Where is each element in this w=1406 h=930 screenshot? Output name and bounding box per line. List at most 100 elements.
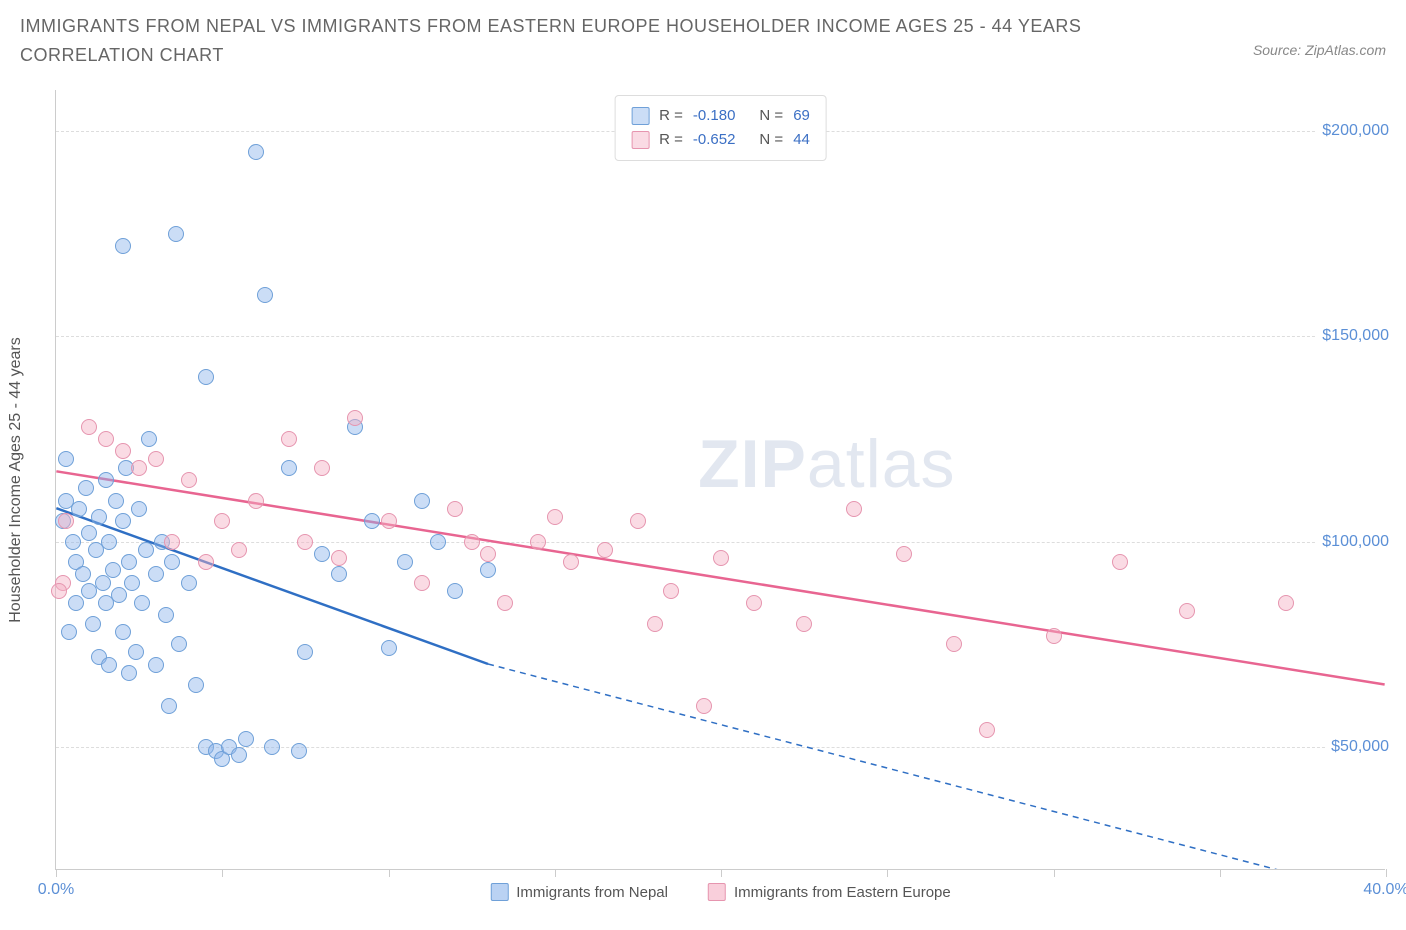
stat-r-label: R = xyxy=(659,128,683,152)
data-point xyxy=(61,624,77,640)
data-point xyxy=(547,509,563,525)
data-point xyxy=(188,677,204,693)
scatter-chart: Householder Income Ages 25 - 44 years $5… xyxy=(55,90,1385,870)
y-tick-label: $50,000 xyxy=(1325,738,1395,756)
x-tick xyxy=(721,869,722,877)
data-point xyxy=(71,501,87,517)
x-tick xyxy=(222,869,223,877)
data-point xyxy=(141,431,157,447)
stat-n-value: 69 xyxy=(793,104,810,128)
data-point xyxy=(281,460,297,476)
legend-swatch-icon xyxy=(631,107,649,125)
data-point xyxy=(331,550,347,566)
data-point xyxy=(314,460,330,476)
stat-n-label: N = xyxy=(759,128,783,152)
data-point xyxy=(98,472,114,488)
data-point xyxy=(364,513,380,529)
data-point xyxy=(161,698,177,714)
data-point xyxy=(51,583,67,599)
data-point xyxy=(168,226,184,242)
data-point xyxy=(101,657,117,673)
data-point xyxy=(181,575,197,591)
data-point xyxy=(946,636,962,652)
chart-title: IMMIGRANTS FROM NEPAL VS IMMIGRANTS FROM… xyxy=(20,12,1120,70)
data-point xyxy=(115,238,131,254)
data-point xyxy=(896,546,912,562)
watermark: ZIPatlas xyxy=(698,425,955,503)
data-point xyxy=(238,731,254,747)
data-point xyxy=(148,566,164,582)
data-point xyxy=(331,566,347,582)
data-point xyxy=(148,657,164,673)
data-point xyxy=(138,542,154,558)
data-point xyxy=(414,575,430,591)
legend-swatch-icon xyxy=(708,883,726,901)
data-point xyxy=(121,665,137,681)
data-point xyxy=(198,369,214,385)
data-point xyxy=(1278,595,1294,611)
data-point xyxy=(198,554,214,570)
data-point xyxy=(447,501,463,517)
data-point xyxy=(563,554,579,570)
data-point xyxy=(65,534,81,550)
x-tick xyxy=(56,869,57,877)
stat-n-label: N = xyxy=(759,104,783,128)
x-tick xyxy=(1386,869,1387,877)
data-point xyxy=(68,595,84,611)
data-point xyxy=(231,542,247,558)
legend-item: Immigrants from Eastern Europe xyxy=(708,883,951,901)
data-point xyxy=(248,144,264,160)
data-point xyxy=(464,534,480,550)
data-point xyxy=(105,562,121,578)
data-point xyxy=(297,644,313,660)
data-point xyxy=(111,587,127,603)
data-point xyxy=(115,624,131,640)
data-point xyxy=(128,644,144,660)
data-point xyxy=(480,546,496,562)
data-point xyxy=(381,640,397,656)
data-point xyxy=(98,431,114,447)
data-point xyxy=(91,509,107,525)
data-point xyxy=(381,513,397,529)
source-attribution: Source: ZipAtlas.com xyxy=(1253,42,1386,58)
stat-r-value: -0.652 xyxy=(693,128,736,152)
stat-n-value: 44 xyxy=(793,128,810,152)
y-tick-label: $150,000 xyxy=(1316,327,1395,345)
data-point xyxy=(181,472,197,488)
data-point xyxy=(663,583,679,599)
trend-lines xyxy=(56,90,1385,869)
data-point xyxy=(630,513,646,529)
legend-item: Immigrants from Nepal xyxy=(490,883,668,901)
stat-r-value: -0.180 xyxy=(693,104,736,128)
gridline xyxy=(56,336,1385,337)
data-point xyxy=(131,501,147,517)
y-tick-label: $100,000 xyxy=(1316,533,1395,551)
data-point xyxy=(497,595,513,611)
data-point xyxy=(158,607,174,623)
legend-label: Immigrants from Nepal xyxy=(516,884,668,901)
data-point xyxy=(430,534,446,550)
y-axis-title: Householder Income Ages 25 - 44 years xyxy=(7,337,25,623)
data-point xyxy=(647,616,663,632)
data-point xyxy=(171,636,187,652)
data-point xyxy=(164,554,180,570)
data-point xyxy=(530,534,546,550)
data-point xyxy=(134,595,150,611)
data-point xyxy=(297,534,313,550)
data-point xyxy=(248,493,264,509)
data-point xyxy=(314,546,330,562)
data-point xyxy=(131,460,147,476)
data-point xyxy=(264,739,280,755)
data-point xyxy=(121,554,137,570)
chart-header: IMMIGRANTS FROM NEPAL VS IMMIGRANTS FROM… xyxy=(20,12,1386,82)
gridline xyxy=(56,747,1385,748)
data-point xyxy=(257,287,273,303)
data-point xyxy=(281,431,297,447)
data-point xyxy=(101,534,117,550)
data-point xyxy=(480,562,496,578)
stat-r-label: R = xyxy=(659,104,683,128)
x-tick-label: 40.0% xyxy=(1363,881,1406,899)
stats-row: R = -0.180 N = 69 xyxy=(631,104,810,128)
x-tick xyxy=(555,869,556,877)
data-point xyxy=(214,513,230,529)
